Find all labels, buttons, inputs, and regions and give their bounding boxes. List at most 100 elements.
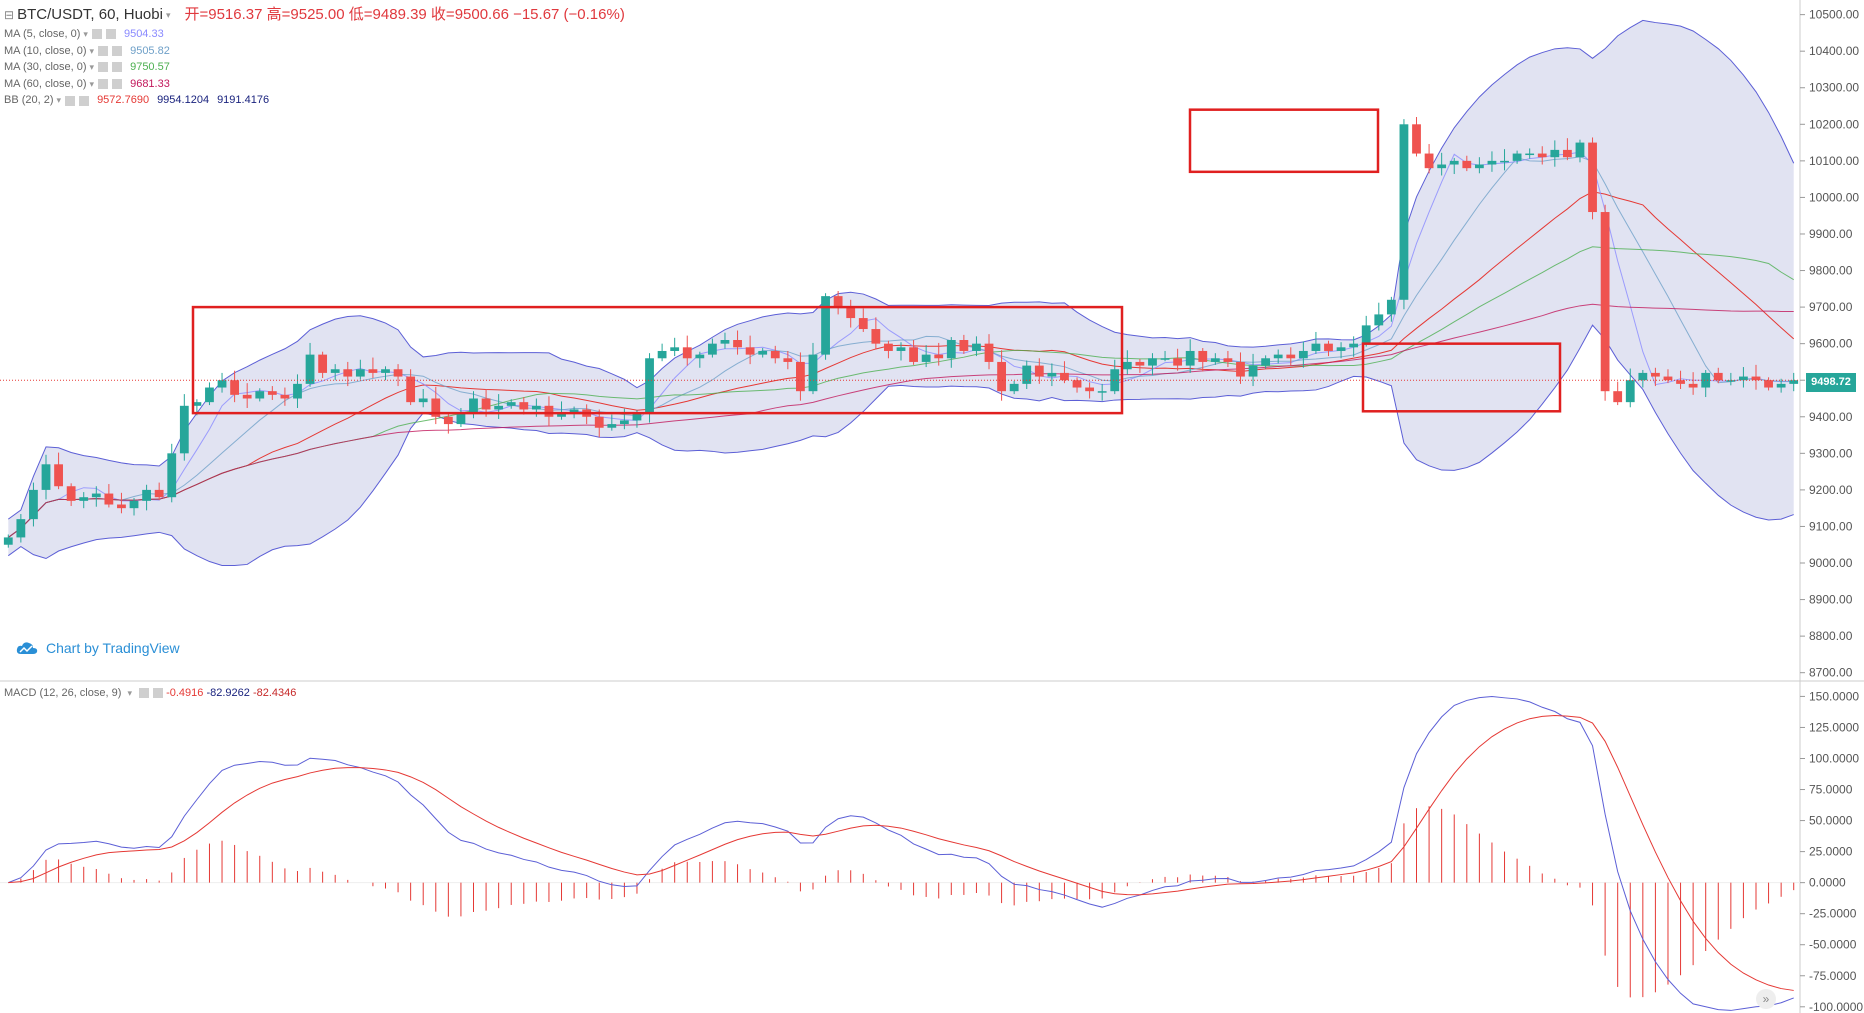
indicator-label[interactable]: MA (30, close, 0): [4, 61, 87, 74]
candle-body: [1148, 358, 1157, 366]
candle-body: [481, 398, 491, 410]
candle-body: [934, 354, 944, 359]
candle: [230, 370, 240, 403]
candle: [695, 351, 705, 368]
candle: [1160, 350, 1170, 362]
chevron-down-icon[interactable]: ▾: [56, 95, 62, 106]
candle-body: [1386, 299, 1396, 315]
candle: [1324, 340, 1333, 357]
price-tick-label: 10300.00: [1809, 81, 1859, 95]
candle: [1701, 369, 1711, 398]
candle: [1638, 369, 1648, 388]
chevron-down-icon[interactable]: ▾: [83, 29, 88, 39]
candle: [1537, 146, 1547, 165]
candle: [16, 514, 26, 543]
candle: [1512, 150, 1522, 164]
candle: [1562, 138, 1572, 161]
tradingview-brand[interactable]: Chart by TradingView: [16, 640, 180, 656]
indicator-label[interactable]: MA (60, close, 0): [4, 77, 87, 90]
candle-body: [1236, 361, 1245, 377]
candle-body: [733, 340, 742, 348]
candle: [1349, 336, 1359, 357]
price-tick-label: 8900.00: [1809, 593, 1853, 607]
macd-tick-label: -75.0000: [1809, 969, 1857, 983]
candle-body: [1248, 365, 1258, 377]
macd-tick-label: -100.0000: [1809, 1000, 1863, 1013]
candle-body: [1638, 372, 1648, 381]
candle-body: [1500, 160, 1509, 163]
candle: [255, 388, 265, 402]
candle-body: [1764, 380, 1773, 388]
indicator-label[interactable]: BB (20, 2): [4, 94, 54, 107]
candle-body: [1588, 142, 1597, 213]
symbol-label[interactable]: BTC/USDT, 60, Huobi: [17, 6, 163, 23]
candle-body: [682, 347, 692, 359]
candle: [1500, 149, 1509, 171]
settings-icon[interactable]: [65, 95, 76, 106]
candle-body: [1286, 354, 1296, 359]
candle-body: [1198, 350, 1208, 362]
candle-body: [494, 405, 504, 410]
scroll-right-icon[interactable]: »: [1756, 989, 1776, 1009]
candle-body: [1474, 164, 1484, 169]
candle: [946, 337, 956, 368]
chevron-down-icon[interactable]: ▾: [89, 62, 95, 73]
candle-body: [179, 405, 189, 454]
candle: [406, 369, 416, 406]
collapse-icon[interactable]: ⊟: [4, 8, 15, 22]
settings-icon[interactable]: [98, 45, 109, 56]
candle-body: [343, 369, 353, 377]
close-icon[interactable]: [112, 45, 123, 56]
macd-tick-label: 0.0000: [1809, 876, 1846, 890]
candle-body: [783, 358, 793, 362]
close-icon[interactable]: [153, 688, 164, 699]
candle: [1424, 144, 1434, 174]
close-icon[interactable]: [112, 62, 123, 73]
candle-body: [355, 369, 365, 377]
candle: [1085, 382, 1095, 399]
candle-body: [205, 387, 214, 403]
chevron-down-icon[interactable]: ▾: [165, 10, 171, 20]
candle: [1789, 372, 1799, 392]
price-tick-label: 9900.00: [1809, 227, 1853, 241]
candle-body: [1625, 380, 1635, 403]
close-icon[interactable]: [112, 79, 123, 90]
chevron-down-icon[interactable]: ▾: [89, 78, 95, 89]
candle: [733, 330, 742, 355]
candle-body: [1085, 387, 1095, 392]
candle-body: [1663, 376, 1673, 381]
indicator-label[interactable]: MA (10, close, 0): [4, 44, 87, 57]
macd-label[interactable]: MACD (12, 26, close, 9): [4, 687, 122, 699]
macd-tick-label: 50.0000: [1809, 814, 1853, 828]
bollinger-lower: [7, 324, 1794, 567]
candle: [1600, 204, 1610, 401]
candle: [154, 482, 164, 501]
settings-icon[interactable]: [98, 62, 109, 73]
candle: [657, 343, 667, 362]
candle-body: [1273, 354, 1283, 359]
candle: [1298, 341, 1308, 368]
chevron-down-icon[interactable]: ▾: [127, 688, 132, 698]
candle-body: [770, 350, 780, 359]
candle: [833, 291, 843, 315]
chevron-down-icon[interactable]: ▾: [89, 45, 95, 56]
candle: [1148, 353, 1157, 376]
close-icon[interactable]: [79, 95, 90, 106]
candle: [368, 357, 378, 379]
candle-body: [456, 413, 466, 425]
settings-icon[interactable]: [98, 79, 109, 90]
candle-body: [167, 453, 177, 498]
indicator-label[interactable]: MA (5, close, 0): [4, 28, 81, 40]
candle: [1060, 361, 1069, 384]
settings-icon[interactable]: [139, 688, 150, 699]
candle-body: [330, 369, 340, 373]
candle: [1764, 377, 1773, 391]
close-icon[interactable]: [105, 29, 116, 40]
price-tick-label: 9300.00: [1809, 446, 1853, 460]
candle-body: [821, 296, 830, 355]
settings-icon[interactable]: [91, 29, 102, 40]
ma-60-line: [7, 303, 1794, 538]
candle-body: [381, 369, 390, 373]
price-tick-label: 10200.00: [1809, 117, 1859, 131]
